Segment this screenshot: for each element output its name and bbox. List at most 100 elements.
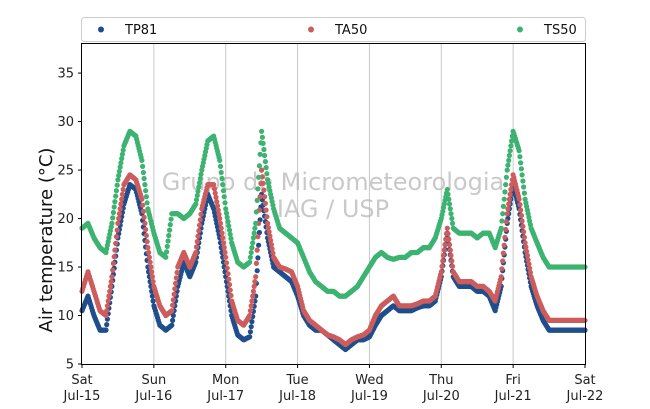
data-point [143, 232, 149, 239]
data-point [249, 298, 255, 304]
data-point [525, 257, 531, 263]
data-point [506, 152, 512, 159]
data-point [519, 172, 525, 178]
data-point [253, 220, 259, 226]
data-point [228, 292, 234, 299]
data-point [521, 234, 528, 240]
data-point [119, 155, 125, 162]
data-point [219, 175, 225, 182]
data-point [142, 182, 148, 188]
data-point [217, 157, 223, 163]
data-point [263, 207, 269, 213]
data-point [164, 243, 170, 249]
data-point [267, 233, 273, 239]
data-point [446, 236, 452, 242]
data-point [220, 235, 226, 241]
data-point [193, 197, 200, 203]
data-point [218, 169, 224, 176]
data-point [223, 206, 229, 212]
data-point [118, 201, 124, 207]
data-point [114, 182, 120, 188]
data-point [194, 239, 200, 245]
x-tick-label-date: Jul-16 [134, 389, 172, 404]
data-point [527, 265, 533, 271]
data-point [117, 206, 123, 212]
data-point [527, 269, 534, 276]
x-tick-label-day: Tue [285, 373, 308, 388]
data-point [213, 194, 219, 200]
data-point [113, 193, 119, 199]
data-point [173, 275, 179, 281]
data-point [114, 227, 120, 233]
data-point [247, 259, 253, 265]
data-point [172, 286, 178, 292]
y-axis: 5 10 15 20 25 30 35 [57, 67, 82, 373]
legend-label-ts50: TS50 [543, 23, 577, 38]
data-point [259, 128, 265, 134]
data-point [115, 177, 121, 183]
data-point [247, 254, 253, 260]
data-point [254, 268, 260, 274]
data-point [220, 182, 226, 188]
data-point [170, 302, 176, 308]
data-point [197, 175, 203, 182]
data-point [259, 134, 265, 140]
data-point [263, 165, 269, 171]
y-tick-label: 30 [57, 115, 74, 130]
data-point [247, 312, 253, 319]
data-point [120, 147, 126, 153]
data-point [445, 191, 451, 197]
data-point [226, 227, 233, 233]
data-point [262, 152, 268, 159]
data-point [266, 229, 272, 235]
data-point [506, 196, 512, 202]
x-tick-label-day: Mon [212, 373, 239, 388]
data-point [166, 232, 172, 239]
data-point [215, 207, 221, 213]
data-point [116, 172, 122, 179]
data-point [249, 319, 255, 325]
data-point [254, 197, 260, 203]
data-point [442, 242, 448, 248]
data-point [439, 263, 445, 269]
data-point [140, 169, 146, 176]
data-point [163, 254, 169, 260]
data-point [108, 279, 114, 285]
x-tick-label-day: Sat [71, 373, 92, 388]
data-point [253, 274, 259, 280]
data-point [144, 239, 150, 245]
data-point [223, 254, 229, 260]
data-point [518, 207, 524, 213]
data-point [193, 244, 200, 250]
data-point [110, 260, 116, 266]
data-point [142, 220, 148, 226]
data-point [104, 322, 110, 328]
data-point [500, 258, 506, 264]
data-point [508, 143, 514, 149]
data-point [252, 225, 258, 231]
y-tick-label: 10 [57, 309, 74, 324]
data-point [500, 203, 506, 209]
data-point [498, 225, 504, 231]
data-point [448, 252, 454, 259]
data-point [225, 219, 231, 225]
data-point [219, 230, 225, 236]
data-point [256, 163, 262, 169]
data-point [503, 219, 509, 225]
data-point [521, 184, 527, 190]
x-tick-label-date: Jul-15 [63, 389, 101, 404]
data-point [256, 174, 262, 180]
data-point [198, 171, 204, 177]
data-point [447, 206, 453, 212]
data-point [111, 204, 117, 210]
data-point [146, 254, 152, 260]
data-point [522, 240, 528, 246]
data-point [247, 308, 253, 314]
data-point [167, 227, 173, 233]
data-point [226, 282, 233, 288]
data-point [165, 238, 171, 244]
data-point [502, 189, 508, 195]
data-point [268, 242, 274, 248]
data-point [103, 312, 109, 319]
